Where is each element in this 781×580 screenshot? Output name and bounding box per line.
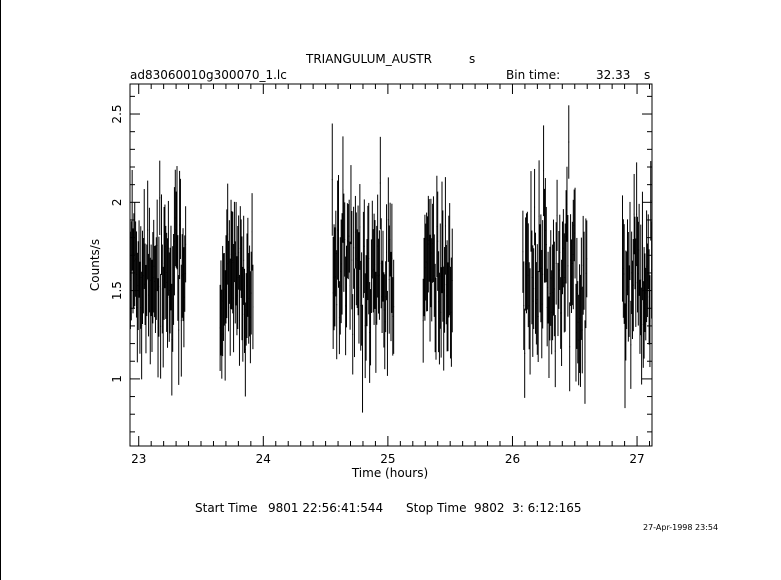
x-tick-label: 24 <box>256 452 271 466</box>
x-axis-label: Time (hours) <box>351 466 428 480</box>
stop-time-value: 9802 3: 6:12:165 <box>474 501 582 515</box>
x-tick-label: 23 <box>131 452 146 466</box>
y-tick-label: 1 <box>110 375 124 383</box>
data-layer <box>129 105 653 413</box>
x-tick-label: 26 <box>505 452 520 466</box>
left-border-line <box>0 0 1 580</box>
title-suffix: s <box>469 52 476 66</box>
date-stamp: 27-Apr-1998 23:54 <box>643 523 719 532</box>
bin-time-label: Bin time: <box>506 68 561 82</box>
start-time-label: Start Time <box>195 501 258 515</box>
source-filename: ad83060010g300070_1.lc <box>130 68 287 82</box>
x-tick-label: 27 <box>629 452 644 466</box>
bin-time-value: 32.33 <box>596 68 631 82</box>
y-axis-label: Counts/s <box>88 239 102 291</box>
stop-time-label: Stop Time <box>406 501 467 515</box>
tick-layer: 23 24 25 26 27 1 1.5 2 2.5 <box>110 84 652 466</box>
bin-time-unit: s <box>644 68 651 82</box>
start-time-value: 9801 22:56:41:544 <box>268 501 384 515</box>
y-tick-label: 1.5 <box>110 281 124 300</box>
x-tick-label: 25 <box>380 452 395 466</box>
chart-title: TRIANGULUM_AUSTR <box>306 52 432 66</box>
plot-frame <box>129 83 653 447</box>
y-tick-label: 2.5 <box>110 104 124 123</box>
y-tick-label: 2 <box>110 198 124 206</box>
